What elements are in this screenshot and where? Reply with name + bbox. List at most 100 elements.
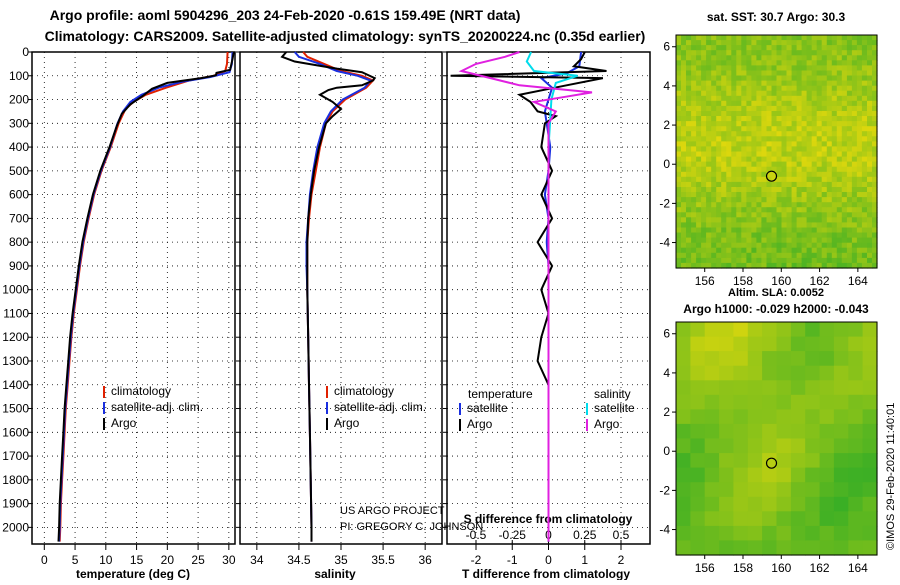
map-cell xyxy=(796,85,803,92)
map-cell xyxy=(731,105,737,112)
map-cell xyxy=(796,95,803,102)
map-cell xyxy=(819,438,835,454)
map-cell xyxy=(801,187,808,193)
map-cell xyxy=(831,166,838,173)
map-cell xyxy=(690,365,706,381)
map-cell xyxy=(776,70,783,77)
map-cell xyxy=(867,146,873,153)
map-cell xyxy=(851,227,858,234)
map-cell xyxy=(711,242,717,249)
map-cell xyxy=(716,85,722,92)
x-tick-label: 5 xyxy=(72,553,79,567)
x-tick-label: 35.5 xyxy=(371,553,395,567)
map-cell xyxy=(848,511,864,527)
map-cell xyxy=(867,242,873,249)
map-cell xyxy=(821,126,828,132)
map-cell xyxy=(861,50,868,56)
map-cell xyxy=(872,227,878,234)
map-cell xyxy=(872,121,878,127)
map-cell xyxy=(811,176,818,183)
map-cell xyxy=(746,111,752,117)
map-x-tick-label: 164 xyxy=(848,274,868,288)
map-cell xyxy=(781,126,788,132)
map-cell xyxy=(806,111,813,117)
map-cell xyxy=(826,70,833,77)
map-cell xyxy=(691,202,697,208)
map-cell xyxy=(676,496,691,512)
map-cell xyxy=(821,116,828,122)
map-cell xyxy=(701,65,707,72)
map-cell xyxy=(676,35,682,41)
map-cell xyxy=(776,351,792,367)
map-cell xyxy=(872,75,878,82)
map-cell xyxy=(846,95,853,102)
map-cell xyxy=(721,181,727,188)
map-cell xyxy=(851,75,858,82)
map-cell xyxy=(716,70,722,77)
map-cell xyxy=(776,380,792,396)
map-cell xyxy=(721,207,727,213)
map-cell xyxy=(811,35,818,41)
map-cell xyxy=(756,75,762,82)
map-cell xyxy=(790,482,806,498)
map-cell xyxy=(771,171,778,178)
map-cell xyxy=(756,227,762,234)
map-cell xyxy=(831,70,838,77)
map-cell xyxy=(704,365,720,381)
map-cell xyxy=(716,45,722,51)
depth-tick-label: 1600 xyxy=(2,425,29,439)
map-cell xyxy=(676,80,682,87)
map-cell xyxy=(686,121,692,127)
map-cell xyxy=(704,482,720,498)
sla-map-frame xyxy=(675,321,878,556)
map-cell xyxy=(721,80,727,87)
map-cell xyxy=(846,55,853,61)
map-cell xyxy=(751,151,757,158)
map-cell xyxy=(821,100,828,107)
map-cell xyxy=(776,55,783,61)
map-cell xyxy=(736,65,742,72)
map-cell xyxy=(676,105,682,112)
map-cell xyxy=(716,35,722,41)
map-cell xyxy=(841,75,848,82)
map-cell xyxy=(719,496,735,512)
map-cell xyxy=(801,247,808,254)
map-cell xyxy=(716,222,722,229)
map-cell xyxy=(786,85,793,92)
map-cell xyxy=(806,176,813,183)
map-cell xyxy=(766,151,773,158)
map-cell xyxy=(681,202,687,208)
map-cell xyxy=(786,252,793,259)
map-cell xyxy=(706,85,712,92)
map-cell xyxy=(676,252,682,259)
map-cell xyxy=(833,380,849,396)
sst-map-panel: sat. SST: 30.7 Argo: 30.3 156 158 160 162 16… xyxy=(659,10,878,288)
x-tick-label: 34.5 xyxy=(287,553,311,567)
map-cell xyxy=(686,197,692,203)
map-cell xyxy=(831,141,838,148)
map-cell xyxy=(716,187,722,193)
map-x-tick-label: 158 xyxy=(733,561,753,575)
map-cell xyxy=(741,166,747,173)
map-cell xyxy=(776,453,792,469)
map-cell xyxy=(861,121,868,127)
map-cell xyxy=(771,222,778,229)
map-cell xyxy=(766,70,773,77)
map-cell xyxy=(746,222,752,229)
map-cell xyxy=(806,100,813,107)
map-cell xyxy=(721,187,727,193)
map-cell xyxy=(751,181,757,188)
map-cell xyxy=(761,232,767,239)
map-cell xyxy=(856,85,863,92)
map-cell xyxy=(781,55,788,61)
map-cell xyxy=(805,511,821,527)
map-cell xyxy=(801,95,808,102)
map-cell xyxy=(681,192,687,198)
map-cell xyxy=(831,121,838,127)
map-cell xyxy=(811,156,818,163)
map-cell xyxy=(691,100,697,107)
map-cell xyxy=(696,202,702,208)
map-cell xyxy=(676,227,682,234)
map-cell xyxy=(872,151,878,158)
map-cell xyxy=(716,197,722,203)
